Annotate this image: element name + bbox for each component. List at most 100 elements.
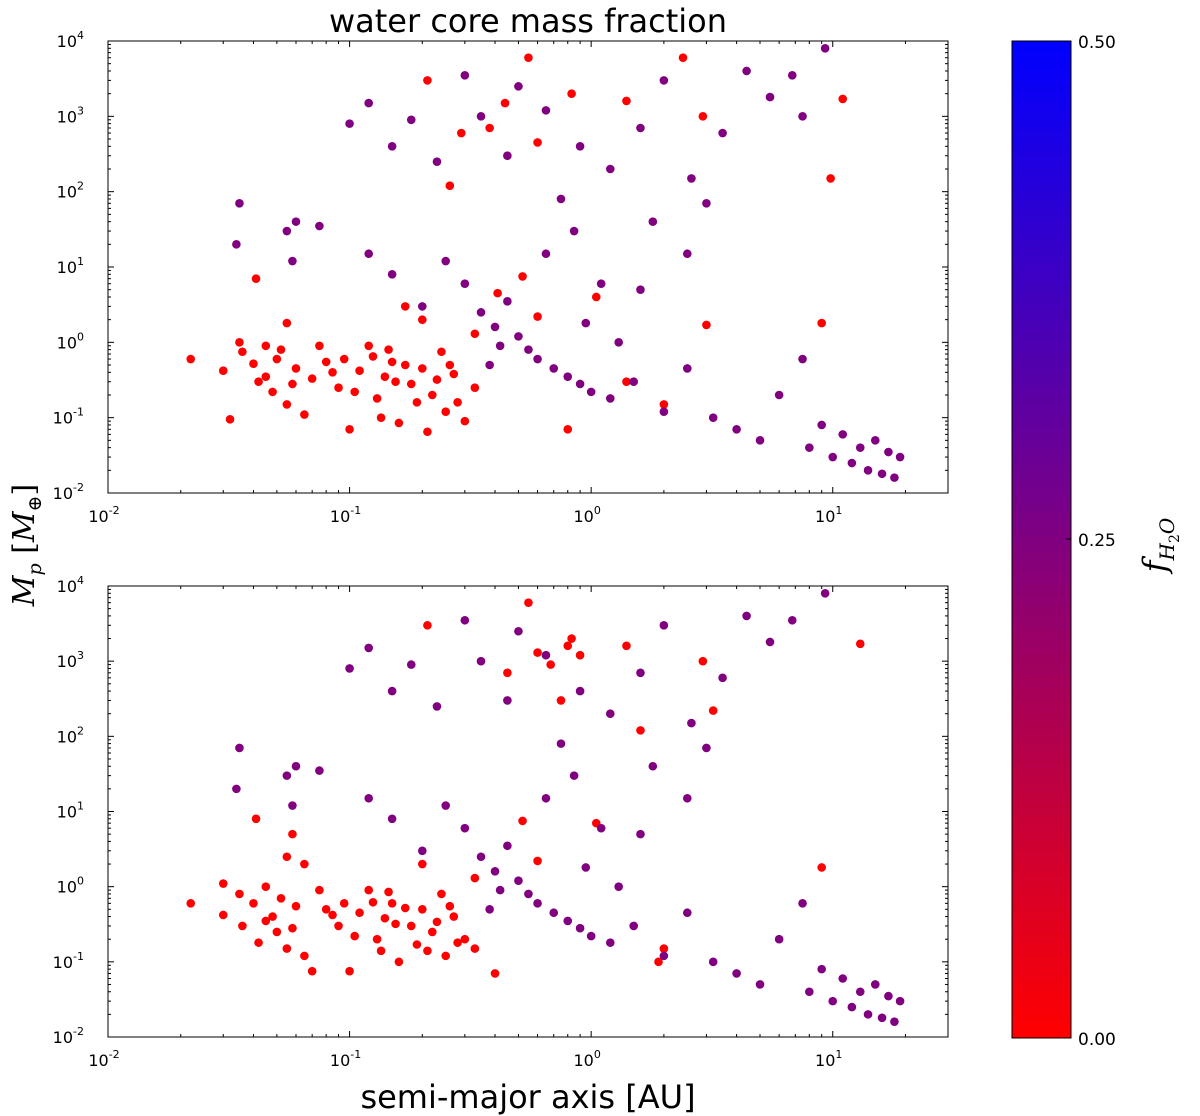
data-point — [261, 916, 271, 926]
data-point — [514, 82, 523, 91]
data-point — [890, 1017, 899, 1026]
colorbar-tick-label: 0.25 — [1078, 531, 1116, 551]
data-point — [765, 92, 775, 102]
data-point — [315, 885, 324, 895]
y-tick-label: 10-2 — [53, 481, 84, 503]
data-point — [622, 377, 631, 387]
data-point — [847, 1002, 857, 1012]
data-point — [460, 934, 470, 944]
data-point — [596, 279, 606, 289]
y-tick-label: 10-1 — [53, 406, 84, 428]
data-point — [441, 801, 451, 810]
data-point — [460, 615, 470, 625]
data-point — [787, 71, 797, 80]
data-point — [884, 447, 893, 457]
data-point — [288, 923, 297, 933]
data-point — [698, 112, 708, 121]
y-tick-label: 100 — [57, 875, 84, 897]
data-point — [855, 639, 865, 649]
data-point — [400, 360, 410, 370]
data-point — [476, 656, 486, 666]
data-point — [268, 912, 277, 921]
data-point — [225, 415, 235, 424]
data-point — [524, 53, 533, 63]
data-point — [355, 366, 364, 376]
data-point — [490, 867, 500, 876]
data-point — [412, 940, 422, 949]
data-point — [291, 901, 301, 911]
data-point — [376, 946, 386, 956]
data-point — [890, 473, 899, 482]
data-point — [563, 372, 573, 381]
data-point — [591, 292, 601, 302]
data-point — [863, 1010, 873, 1019]
data-point — [418, 846, 427, 856]
data-point — [423, 427, 432, 437]
data-point — [391, 919, 400, 929]
data-point — [817, 863, 826, 872]
data-point — [503, 297, 512, 306]
data-point — [682, 908, 692, 918]
scatter-plot-bottom: 10-2 10-1 100 101 10-2 10-1 100 101 102 103 104 — [53, 574, 949, 1070]
data-point — [428, 390, 437, 400]
data-point — [605, 709, 615, 719]
data-point — [218, 910, 228, 920]
colorbar: 0.50 0.25 0.00 fH2O — [1011, 33, 1183, 1050]
data-point — [732, 425, 741, 434]
data-point — [708, 957, 718, 967]
data-point — [249, 359, 258, 369]
data-point — [774, 934, 784, 944]
data-point — [282, 226, 292, 236]
data-point — [364, 643, 374, 653]
data-point — [470, 383, 480, 392]
data-point — [232, 784, 241, 794]
data-point — [798, 899, 807, 908]
data-point — [423, 76, 432, 85]
data-point — [702, 743, 711, 753]
data-point — [387, 142, 397, 151]
data-point — [350, 931, 359, 941]
data-point — [549, 908, 559, 918]
data-point — [282, 771, 292, 780]
data-point — [254, 377, 263, 387]
data-point — [533, 312, 542, 321]
data-point — [514, 332, 523, 341]
data-point — [364, 249, 374, 259]
data-point — [586, 931, 596, 941]
data-point — [364, 793, 374, 803]
data-point — [449, 369, 459, 379]
data-point — [659, 951, 669, 961]
data-point — [569, 771, 579, 780]
data-point — [261, 882, 271, 891]
data-point — [575, 686, 585, 696]
data-point — [718, 673, 727, 683]
x-tick-label: 10-2 — [88, 504, 119, 526]
data-point — [291, 761, 301, 771]
data-point — [495, 885, 505, 895]
data-point — [702, 320, 711, 330]
data-point — [847, 458, 857, 468]
data-point — [718, 128, 727, 138]
y-tick-label: 102 — [57, 180, 84, 202]
data-point — [575, 923, 585, 933]
data-point — [614, 338, 623, 347]
data-point — [400, 903, 410, 913]
data-point — [541, 106, 551, 115]
data-point — [376, 413, 386, 422]
data-point — [418, 315, 427, 324]
data-point — [541, 650, 551, 660]
data-point — [687, 174, 696, 183]
data-point — [345, 425, 354, 434]
data-point — [328, 368, 337, 377]
data-point — [394, 957, 404, 967]
data-point — [372, 394, 382, 403]
data-point — [605, 394, 615, 403]
data-point — [575, 650, 585, 660]
data-point — [470, 329, 480, 339]
data-point — [428, 927, 437, 937]
data-point — [817, 964, 826, 974]
data-point — [218, 366, 228, 376]
data-point — [742, 611, 751, 621]
data-point — [817, 420, 826, 430]
data-point — [629, 377, 638, 387]
